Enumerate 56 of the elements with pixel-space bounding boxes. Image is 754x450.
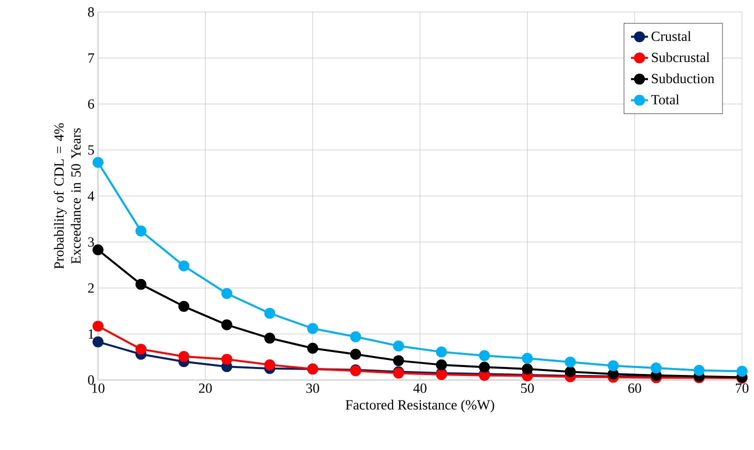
y-tick-label: 6 <box>88 99 94 109</box>
point <box>221 354 232 365</box>
point <box>393 340 404 352</box>
point <box>92 244 104 256</box>
y-tick-label: 0 <box>88 375 94 385</box>
point <box>178 260 190 272</box>
x-axis-title: Factored Resistance (%W) <box>346 400 494 412</box>
point <box>264 308 276 319</box>
x-tick-label: 30 <box>306 384 320 393</box>
legend-label: Subcrustal <box>652 52 710 62</box>
y-tick-label: 2 <box>88 283 94 293</box>
point <box>92 320 104 332</box>
y-tick-label: 1 <box>88 329 94 339</box>
point <box>350 348 362 360</box>
point <box>92 336 104 348</box>
point <box>478 362 490 373</box>
point <box>436 359 447 370</box>
point <box>178 300 190 312</box>
point <box>350 331 362 342</box>
y-tick-label: 4 <box>88 191 94 201</box>
point <box>608 360 619 372</box>
point <box>478 350 490 362</box>
x-tick-label: 40 <box>413 384 426 393</box>
point <box>92 156 104 168</box>
point <box>307 322 318 334</box>
y-tick-label: 3 <box>88 237 94 247</box>
x-tick-label: 20 <box>198 384 212 393</box>
x-tick-label: 70 <box>736 384 748 393</box>
point <box>736 366 748 377</box>
point <box>264 359 276 370</box>
point <box>650 362 662 374</box>
point <box>522 352 533 364</box>
point <box>307 342 318 354</box>
point <box>135 344 146 355</box>
point <box>135 278 146 290</box>
point <box>393 355 404 366</box>
legend-label: Crustal <box>652 31 691 42</box>
point <box>264 332 276 344</box>
x-tick-label: 50 <box>521 384 534 393</box>
point <box>178 351 190 362</box>
legend-label: Total <box>651 94 680 104</box>
y-tick-label: 8 <box>88 7 94 17</box>
y-axis-title: Probability of CDL = 4% Exceedance in 50 Years <box>54 123 81 269</box>
point <box>436 346 447 358</box>
point <box>522 363 533 374</box>
point <box>221 288 232 300</box>
point <box>221 319 232 330</box>
x-tick-label: 60 <box>628 384 642 393</box>
y-tick-label: 7 <box>88 53 94 63</box>
point <box>135 225 146 236</box>
y-tick-label: 5 <box>88 145 94 155</box>
legend-label: Subduction <box>652 73 714 84</box>
point <box>564 356 576 368</box>
x-tick-label: 10 <box>92 384 104 393</box>
point <box>564 366 576 378</box>
point <box>694 364 705 376</box>
